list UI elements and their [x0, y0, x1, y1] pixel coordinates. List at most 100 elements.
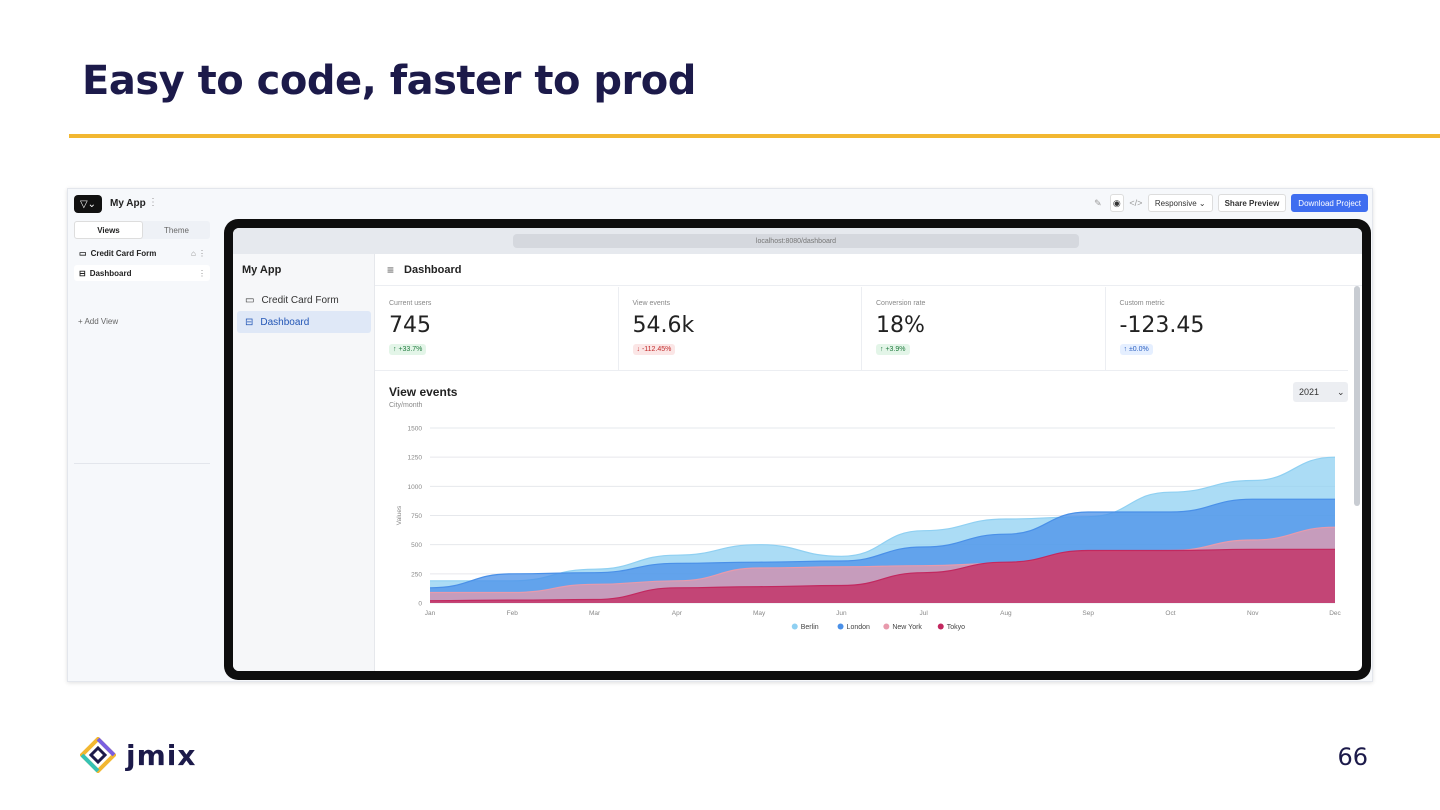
- legend-label: London: [847, 624, 870, 631]
- toolbar-actions: ✎ ◉ </> Responsive ⌄ Share Preview Downl…: [1091, 194, 1368, 212]
- view-item-credit-card-form[interactable]: ▭ Credit Card Form ⌂ ⋮: [74, 245, 210, 261]
- app-logo-menu[interactable]: ▽⌄: [74, 195, 102, 213]
- browser-bar: localhost:8080/dashboard: [233, 228, 1362, 254]
- metrics-row: Current users 745 ↑ +33.7% View events 5…: [375, 287, 1348, 371]
- legend-label: Berlin: [801, 624, 819, 631]
- url-bar[interactable]: localhost:8080/dashboard: [513, 234, 1079, 248]
- chart-icon: ⊟: [245, 316, 254, 328]
- nav-item-dashboard[interactable]: ⊟ Dashboard: [237, 311, 371, 333]
- x-tick-label: Aug: [1000, 610, 1012, 617]
- studio-screenshot: ▽⌄ My App ⋮ ✎ ◉ </> Responsive ⌄ Share P…: [67, 188, 1373, 682]
- metric-label: Current users: [389, 300, 432, 307]
- metric-change-badge: ↑ +3.9%: [876, 344, 910, 355]
- x-tick-label: Apr: [672, 610, 683, 617]
- chart-icon: ⊟: [79, 268, 86, 278]
- nav-label: Credit Card Form: [261, 294, 339, 306]
- metric-value: 18%: [876, 313, 925, 338]
- more-icon[interactable]: ⋮: [198, 268, 206, 278]
- view-item-dashboard[interactable]: ⊟ Dashboard ⋮: [74, 265, 210, 281]
- legend-marker: [791, 623, 798, 630]
- page-number: 66: [1337, 743, 1368, 771]
- studio-toolbar: ▽⌄ My App ⋮ ✎ ◉ </> Responsive ⌄ Share P…: [68, 189, 1372, 219]
- slide-title: Easy to code, faster to prod: [82, 58, 696, 104]
- x-tick-label: Oct: [1165, 610, 1175, 617]
- metric-card: Custom metric -123.45 ↑ ±0.0%: [1106, 287, 1349, 370]
- views-panel: Views Theme ▭ Credit Card Form ⌂ ⋮ ⊟ Das…: [68, 219, 218, 681]
- main-header: ≡ Dashboard: [375, 254, 1362, 286]
- divider: [74, 463, 210, 464]
- tab-theme[interactable]: Theme: [164, 225, 189, 235]
- logo-text: jmix: [126, 738, 197, 772]
- x-tick-label: Jun: [836, 610, 847, 617]
- add-view-button[interactable]: + Add View: [78, 317, 119, 326]
- legend-label: Tokyo: [947, 624, 965, 631]
- nav-item-credit-card-form[interactable]: ▭ Credit Card Form: [237, 289, 371, 311]
- studio-app-name: My App: [110, 198, 146, 209]
- form-icon: ▭: [79, 248, 87, 258]
- home-icon: ⌂ ⋮: [190, 248, 206, 258]
- panel-tabs: Views Theme: [74, 221, 210, 239]
- y-axis-label: Values: [396, 505, 403, 525]
- download-project-button[interactable]: Download Project: [1291, 194, 1368, 212]
- metric-value: 745: [389, 313, 431, 338]
- hamburger-icon[interactable]: ≡: [387, 262, 395, 277]
- metric-label: View events: [632, 300, 671, 307]
- series-line-tokyo: [429, 548, 1335, 602]
- y-tick-label: 500: [411, 542, 422, 549]
- series-line-london: [429, 498, 1335, 589]
- nav-label: Dashboard: [260, 316, 310, 328]
- metric-card: Current users 745 ↑ +33.7%: [375, 287, 619, 370]
- series-line-berlin: [430, 456, 1336, 582]
- responsive-dropdown[interactable]: Responsive ⌄: [1147, 194, 1213, 212]
- area-chart: 0 250 500 750 1000 1250 1500 Values Jan Feb Mar Apr…: [396, 426, 1342, 632]
- x-tick-label: Sep: [1082, 610, 1094, 617]
- more-icon[interactable]: ⋮: [148, 197, 158, 208]
- x-tick-label: Dec: [1329, 610, 1341, 617]
- legend-marker: [837, 623, 844, 630]
- metric-card: View events 54.6k ↓ -112.45%: [619, 287, 862, 370]
- metric-change-badge: ↑ +33.7%: [389, 344, 427, 355]
- y-tick-label: 1000: [408, 484, 423, 491]
- y-tick-label: 1250: [408, 455, 423, 462]
- jmix-logo: jmix: [80, 737, 196, 773]
- chart-subtitle: City/month: [389, 402, 423, 409]
- chart-panel: View events City/month 2021 ⌄ 0 250 500 750…: [375, 372, 1348, 671]
- metric-change-badge: ↓ -112.45%: [632, 344, 676, 355]
- y-tick-label: 1500: [408, 426, 423, 433]
- x-tick-label: Nov: [1247, 610, 1259, 617]
- view-item-label: Dashboard: [89, 268, 132, 278]
- x-tick-label: May: [753, 610, 766, 617]
- metric-label: Conversion rate: [876, 300, 926, 307]
- year-select-value: 2021: [1299, 387, 1320, 397]
- legend-label: New York: [892, 624, 922, 631]
- credit-card-icon: ▭: [245, 294, 255, 306]
- legend-marker: [937, 623, 944, 630]
- metric-card: Conversion rate 18% ↑ +3.9%: [862, 287, 1106, 370]
- x-tick-label: Jul: [919, 610, 928, 617]
- metric-value: -123.45: [1119, 313, 1205, 338]
- preview-eye-icon[interactable]: ◉: [1109, 194, 1124, 212]
- y-tick-label: 750: [411, 513, 422, 520]
- metric-value: 54.6k: [632, 313, 695, 338]
- x-tick-label: Feb: [507, 610, 519, 617]
- edit-icon[interactable]: ✎: [1094, 197, 1102, 208]
- app-title: My App: [242, 264, 282, 276]
- scrollbar[interactable]: [1354, 286, 1360, 506]
- metric-change-badge: ↑ ±0.0%: [1119, 344, 1153, 355]
- chart-title: View events: [389, 385, 458, 399]
- device-frame: localhost:8080/dashboard My App ▭ Credit…: [224, 219, 1371, 680]
- title-underline: [69, 134, 1440, 138]
- tab-views[interactable]: Views: [74, 221, 143, 239]
- y-tick-label: 0: [418, 601, 422, 608]
- view-item-label: Credit Card Form: [90, 248, 157, 258]
- metric-label: Custom metric: [1119, 300, 1165, 307]
- share-preview-button[interactable]: Share Preview: [1217, 194, 1287, 212]
- x-tick-label: Mar: [589, 610, 601, 617]
- y-tick-label: 250: [411, 571, 422, 578]
- app-sidebar: My App ▭ Credit Card Form ⊟ Dashboard: [233, 254, 375, 671]
- x-tick-label: Jan: [425, 610, 436, 617]
- page-title: Dashboard: [404, 263, 462, 276]
- preview-screen: localhost:8080/dashboard My App ▭ Credit…: [233, 228, 1362, 671]
- code-icon[interactable]: </>: [1129, 198, 1143, 208]
- year-select[interactable]: 2021 ⌄: [1293, 382, 1348, 402]
